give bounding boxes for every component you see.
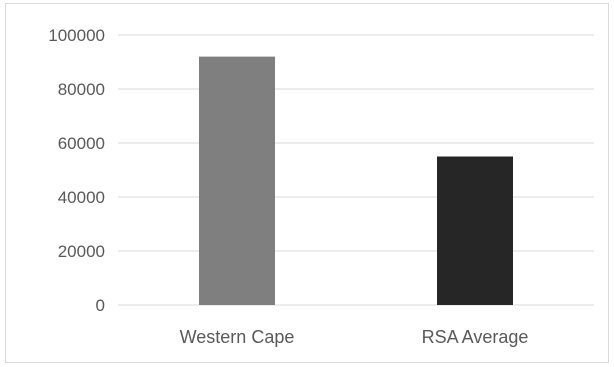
bar-western-cape xyxy=(199,56,275,305)
gridlines xyxy=(118,34,594,306)
y-axis-tick-labels: 0 20000 40000 60000 80000 100000 xyxy=(48,26,105,315)
x-tick-label: Western Cape xyxy=(180,327,295,347)
y-tick-label: 0 xyxy=(96,296,105,315)
y-tick-label: 20000 xyxy=(58,242,105,261)
y-tick-label: 60000 xyxy=(58,134,105,153)
bar-rsa-average xyxy=(437,156,513,305)
y-tick-label: 100000 xyxy=(48,26,105,45)
bars xyxy=(199,56,513,305)
x-axis-tick-labels: Western Cape RSA Average xyxy=(180,327,529,347)
y-tick-label: 80000 xyxy=(58,80,105,99)
x-tick-label: RSA Average xyxy=(422,327,529,347)
y-tick-label: 40000 xyxy=(58,188,105,207)
